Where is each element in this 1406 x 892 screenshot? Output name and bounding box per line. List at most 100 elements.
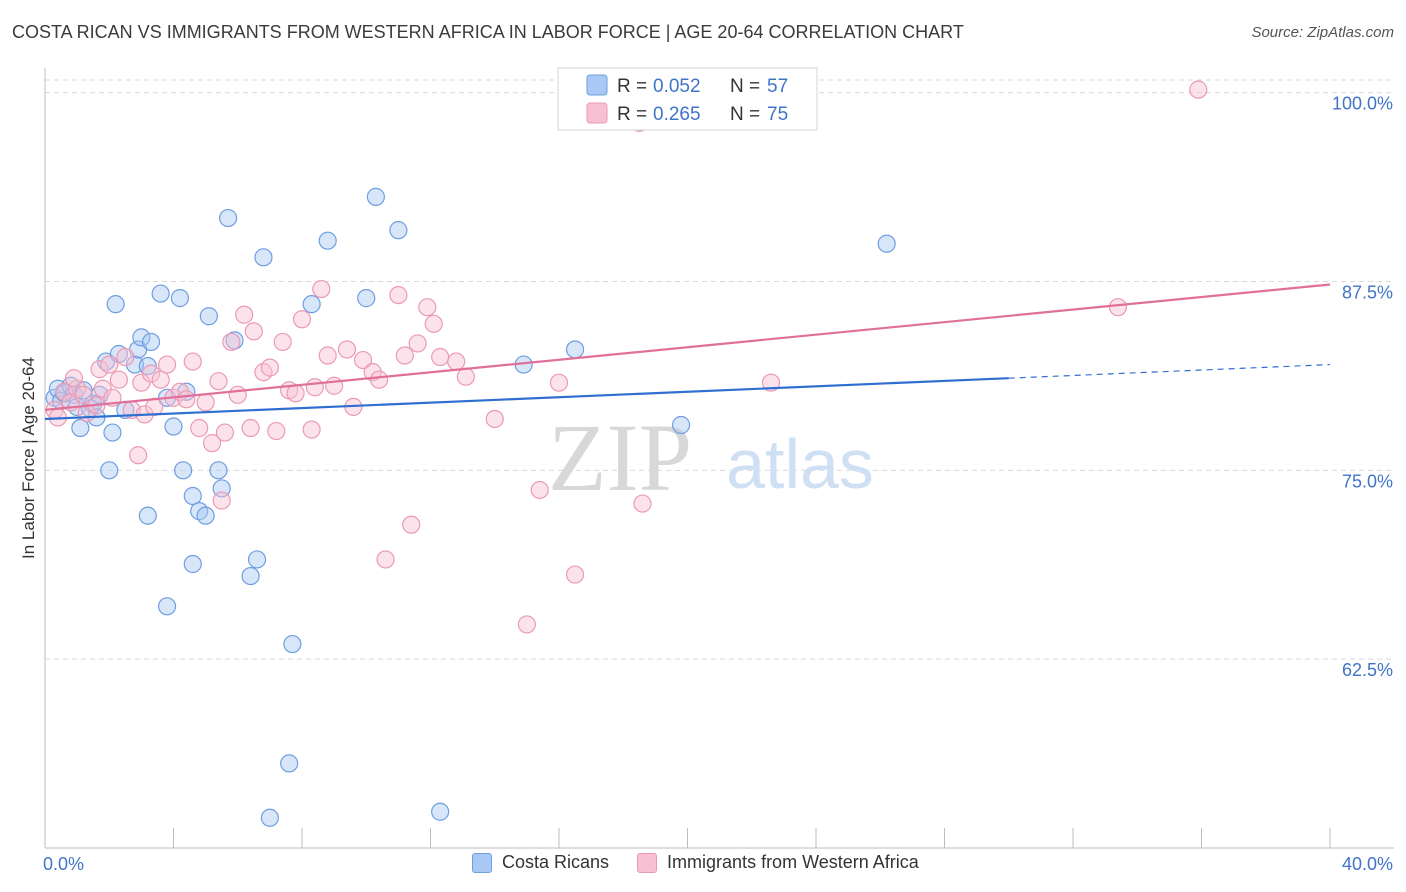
data-point [877,234,896,253]
data-point [235,305,254,324]
data-point [247,550,267,569]
data-point [183,352,202,371]
data-point [196,393,215,412]
data-point [357,289,376,308]
data-point [408,334,427,353]
source-label: Source: ZipAtlas.com [1251,24,1394,41]
data-point [183,554,202,574]
legend-n-value-2: 75 [767,104,788,125]
data-point [424,314,443,333]
data-point [530,480,549,500]
legend-bottom: Costa Ricans Immigrants from Western Afr… [472,852,947,873]
data-point [212,491,231,510]
data-point [157,355,177,374]
watermark: ZIP atlas [548,404,874,511]
data-point [109,370,128,389]
data-point [138,506,157,525]
data-point [370,370,389,389]
data-point [337,340,357,359]
data-point [376,550,395,569]
data-point [170,289,190,308]
data-point [318,231,337,250]
x-tick-labels: 0.0% 40.0% [43,854,1393,874]
axes [44,68,1394,849]
data-point [292,310,312,329]
y-tick-label: 87.5% [1342,282,1393,302]
data-point [132,373,151,392]
legend-top: R = 0.052 N = 57 R = 0.265 N = 75 [557,67,818,131]
legend-swatch-costa-ricans [472,852,492,873]
data-point [260,358,279,377]
series-immigrants-points [45,80,1208,634]
data-point [100,461,119,480]
data-point [283,634,302,654]
y-tick-label: 100.0% [1332,94,1393,114]
data-point [633,494,652,513]
watermark-atlas: atlas [726,425,874,503]
data-point [565,565,585,584]
data-point [90,360,109,379]
data-point [151,284,170,303]
trend-lines [44,283,1331,421]
y-tick-label: 62.5% [1342,660,1393,680]
data-point [280,754,299,773]
data-point [325,376,344,395]
data-point [1108,298,1128,317]
data-point [196,506,215,525]
data-point [549,373,569,392]
data-point [241,418,260,438]
data-point [267,421,286,441]
legend-item-costa-ricans: Costa Ricans [472,852,609,873]
x-tick-label-min: 0.0% [43,854,84,874]
legend-swatch-pink [586,102,608,124]
data-point [103,423,122,442]
legend-item-immigrants: Immigrants from Western Africa [637,852,919,873]
data-point [129,446,148,465]
data-point [106,295,125,314]
data-point [395,346,414,365]
data-point [389,221,408,240]
data-point [93,379,112,398]
data-point [74,385,93,404]
data-point [219,208,238,228]
legend-n-label-1: N = [730,76,760,97]
trend-line-costa-ricans-extension [1008,363,1331,379]
data-point [145,397,164,416]
trend-line-costa-ricans [44,377,1009,421]
data-point [447,352,466,371]
legend-swatch-blue [586,74,608,96]
data-point [302,420,321,439]
legend-r-value-2: 0.265 [653,104,701,125]
data-point [244,322,263,341]
data-point [174,461,193,480]
data-point [64,369,84,388]
data-point [517,615,536,634]
data-point [215,423,234,442]
data-point [254,248,273,267]
chart-title: COSTA RICAN VS IMMIGRANTS FROM WESTERN A… [12,22,964,42]
data-point [418,298,437,317]
data-point [157,597,177,616]
trend-line-immigrants [44,283,1331,411]
data-point [431,347,450,367]
data-point [71,418,90,438]
data-point [671,415,691,435]
data-point [1189,80,1208,99]
y-tick-labels: 62.5% 75.0% 87.5% 100.0% [1332,94,1393,681]
data-point [141,364,161,383]
data-point [302,295,321,314]
data-point [353,350,373,370]
legend-r-value-1: 0.052 [653,76,701,97]
data-point [318,346,337,365]
data-point [190,418,209,438]
legend-label-immigrants: Immigrants from Western Africa [667,852,919,872]
y-axis-label: In Labor Force | Age 20-64 [19,357,38,559]
data-point [209,372,228,391]
data-point [286,384,305,403]
legend-label-costa-ricans: Costa Ricans [502,852,610,872]
data-point [100,355,119,374]
data-point [141,332,161,352]
data-point [132,328,151,347]
data-point [116,347,135,367]
